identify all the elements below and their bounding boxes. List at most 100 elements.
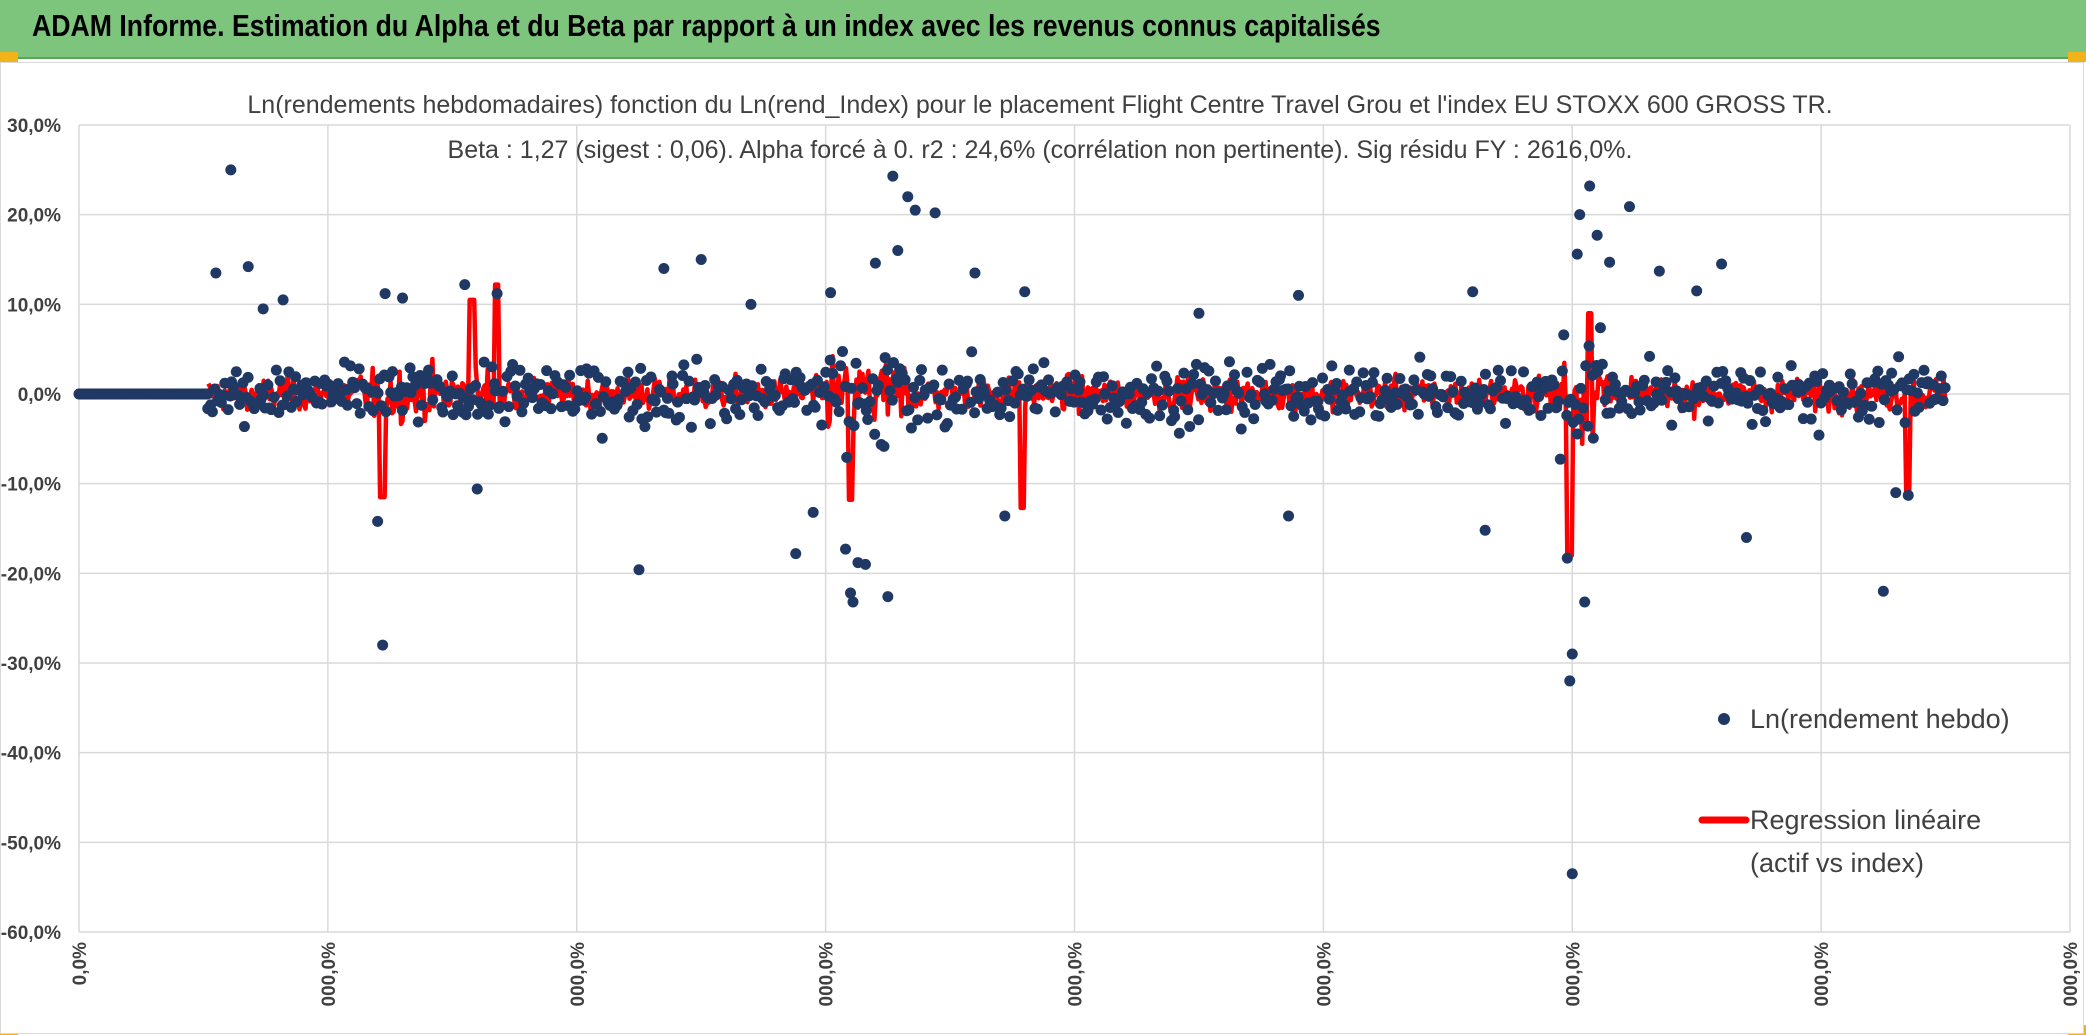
data-point <box>1112 406 1124 418</box>
data-point <box>1937 395 1949 407</box>
data-point <box>1146 373 1158 385</box>
data-point <box>699 379 711 391</box>
data-point <box>511 390 523 402</box>
gridlines <box>78 124 2071 933</box>
data-point-outlier <box>869 257 881 269</box>
data-point <box>1554 453 1566 465</box>
data-point-outlier <box>1716 258 1728 270</box>
data-point <box>827 368 839 380</box>
data-point <box>731 374 743 386</box>
data-point <box>1783 399 1795 411</box>
data-point <box>446 370 458 382</box>
data-point <box>341 399 353 411</box>
data-point <box>912 414 924 426</box>
data-point <box>962 375 974 387</box>
data-point <box>1049 406 1061 418</box>
data-point <box>909 392 921 404</box>
data-point <box>1163 385 1175 397</box>
data-point <box>514 364 526 376</box>
data-point <box>1425 370 1437 382</box>
data-point <box>816 419 828 431</box>
data-point-outlier <box>1691 285 1703 297</box>
data-point <box>765 378 777 390</box>
data-point <box>354 407 366 419</box>
data-point <box>1074 376 1086 388</box>
y-tick-label: -10,0% <box>1 475 61 496</box>
data-point <box>1785 360 1797 372</box>
data-point <box>1886 367 1898 379</box>
data-point <box>600 376 612 388</box>
data-point <box>1326 360 1338 372</box>
data-point-outlier <box>845 587 857 599</box>
data-point <box>1431 407 1443 419</box>
page-title: ADAM Informe. Estimation du Alpha et du … <box>32 8 1381 43</box>
data-point <box>541 365 553 377</box>
data-point <box>486 361 498 373</box>
data-point <box>1939 382 1951 394</box>
data-point <box>1556 365 1568 377</box>
data-point <box>483 400 495 412</box>
data-point <box>1813 429 1825 441</box>
data-point-outlier <box>372 515 384 527</box>
data-point <box>995 402 1007 414</box>
data-point <box>1878 394 1890 406</box>
data-point <box>1004 411 1016 423</box>
data-point <box>1913 401 1925 413</box>
y-tick-label: -40,0% <box>1 744 61 765</box>
data-point-outlier <box>1584 180 1596 192</box>
data-point <box>1524 403 1536 415</box>
y-tick-label: 20,0% <box>7 206 61 227</box>
data-point <box>571 385 583 397</box>
data-point <box>516 406 528 418</box>
data-point <box>1203 365 1215 377</box>
data-point <box>1097 371 1109 383</box>
data-point <box>1373 410 1385 422</box>
data-point <box>1573 413 1585 425</box>
data-point <box>864 396 876 408</box>
data-point <box>1173 427 1185 439</box>
data-point <box>1182 404 1194 416</box>
data-point <box>1558 329 1570 341</box>
data-point <box>535 379 547 391</box>
data-point <box>1038 357 1050 369</box>
data-point <box>1757 404 1769 416</box>
data-point-outlier <box>1890 487 1902 499</box>
data-point <box>1744 375 1756 387</box>
data-point <box>629 376 641 388</box>
data-point <box>1220 404 1232 416</box>
data-point <box>645 371 657 383</box>
data-point <box>409 379 421 391</box>
data-point <box>691 353 703 365</box>
data-point-outlier <box>257 303 269 315</box>
data-point <box>596 432 608 444</box>
data-point <box>238 421 250 433</box>
data-point <box>725 393 737 405</box>
data-point-outlier <box>1467 286 1479 298</box>
data-point <box>848 420 860 432</box>
data-point-outlier <box>929 207 941 219</box>
data-point <box>884 385 896 397</box>
data-point-outlier <box>1479 524 1491 536</box>
data-point <box>794 372 806 384</box>
data-point-outlier <box>379 288 391 300</box>
data-point <box>560 381 572 393</box>
data-point <box>1169 411 1181 423</box>
data-point <box>1891 404 1903 416</box>
points-series <box>73 164 1951 880</box>
data-point <box>1178 367 1190 379</box>
data-point-outlier <box>1653 265 1665 277</box>
data-point-outlier <box>807 506 819 518</box>
data-point <box>835 360 847 372</box>
data-point <box>809 401 821 413</box>
data-point <box>1918 364 1930 376</box>
data-point <box>613 393 625 405</box>
data-point <box>404 362 416 374</box>
data-point <box>1351 376 1363 388</box>
data-point <box>1844 368 1856 380</box>
data-point <box>1394 373 1406 385</box>
data-point <box>1604 407 1616 419</box>
data-point <box>351 398 363 410</box>
legend-points-marker <box>1718 713 1730 725</box>
data-point-outlier <box>1292 289 1304 301</box>
data-point <box>1935 370 1947 382</box>
